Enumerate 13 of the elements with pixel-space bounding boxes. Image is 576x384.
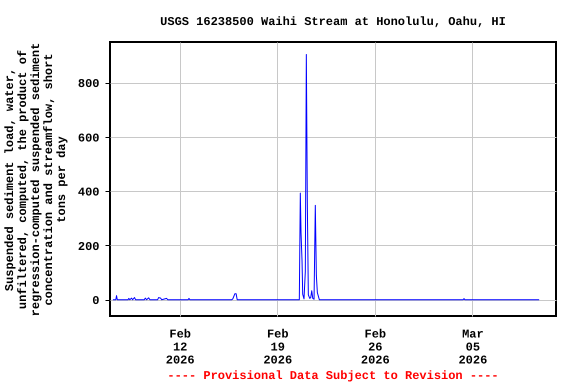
y-tick-label: 600 xyxy=(78,131,100,146)
line-series xyxy=(112,54,540,300)
text: ---- Provisional Data Subject to Revision ---- xyxy=(167,369,499,383)
y-tick-label: 400 xyxy=(78,186,100,200)
x-tick-label: Feb 12 2026 xyxy=(166,328,195,368)
x-tick-label: Mar 05 2026 xyxy=(458,328,488,368)
y-tick-label: 200 xyxy=(78,240,100,254)
y-axis-title: Suspended sediment load, water, unfiltered, computed, the product of regression-computed suspended sediment concentration and streamflow, short tons per day xyxy=(2,42,69,316)
x-tick-label: Feb 19 2026 xyxy=(263,328,292,368)
y-tick-label: 800 xyxy=(78,77,100,92)
chart-title: USGS 16238500 Waihi Stream at Honolulu, Oahu, HI xyxy=(160,15,506,29)
x-tick-label: Feb 26 2026 xyxy=(360,328,390,368)
y-tick-label: 0 xyxy=(92,294,100,308)
